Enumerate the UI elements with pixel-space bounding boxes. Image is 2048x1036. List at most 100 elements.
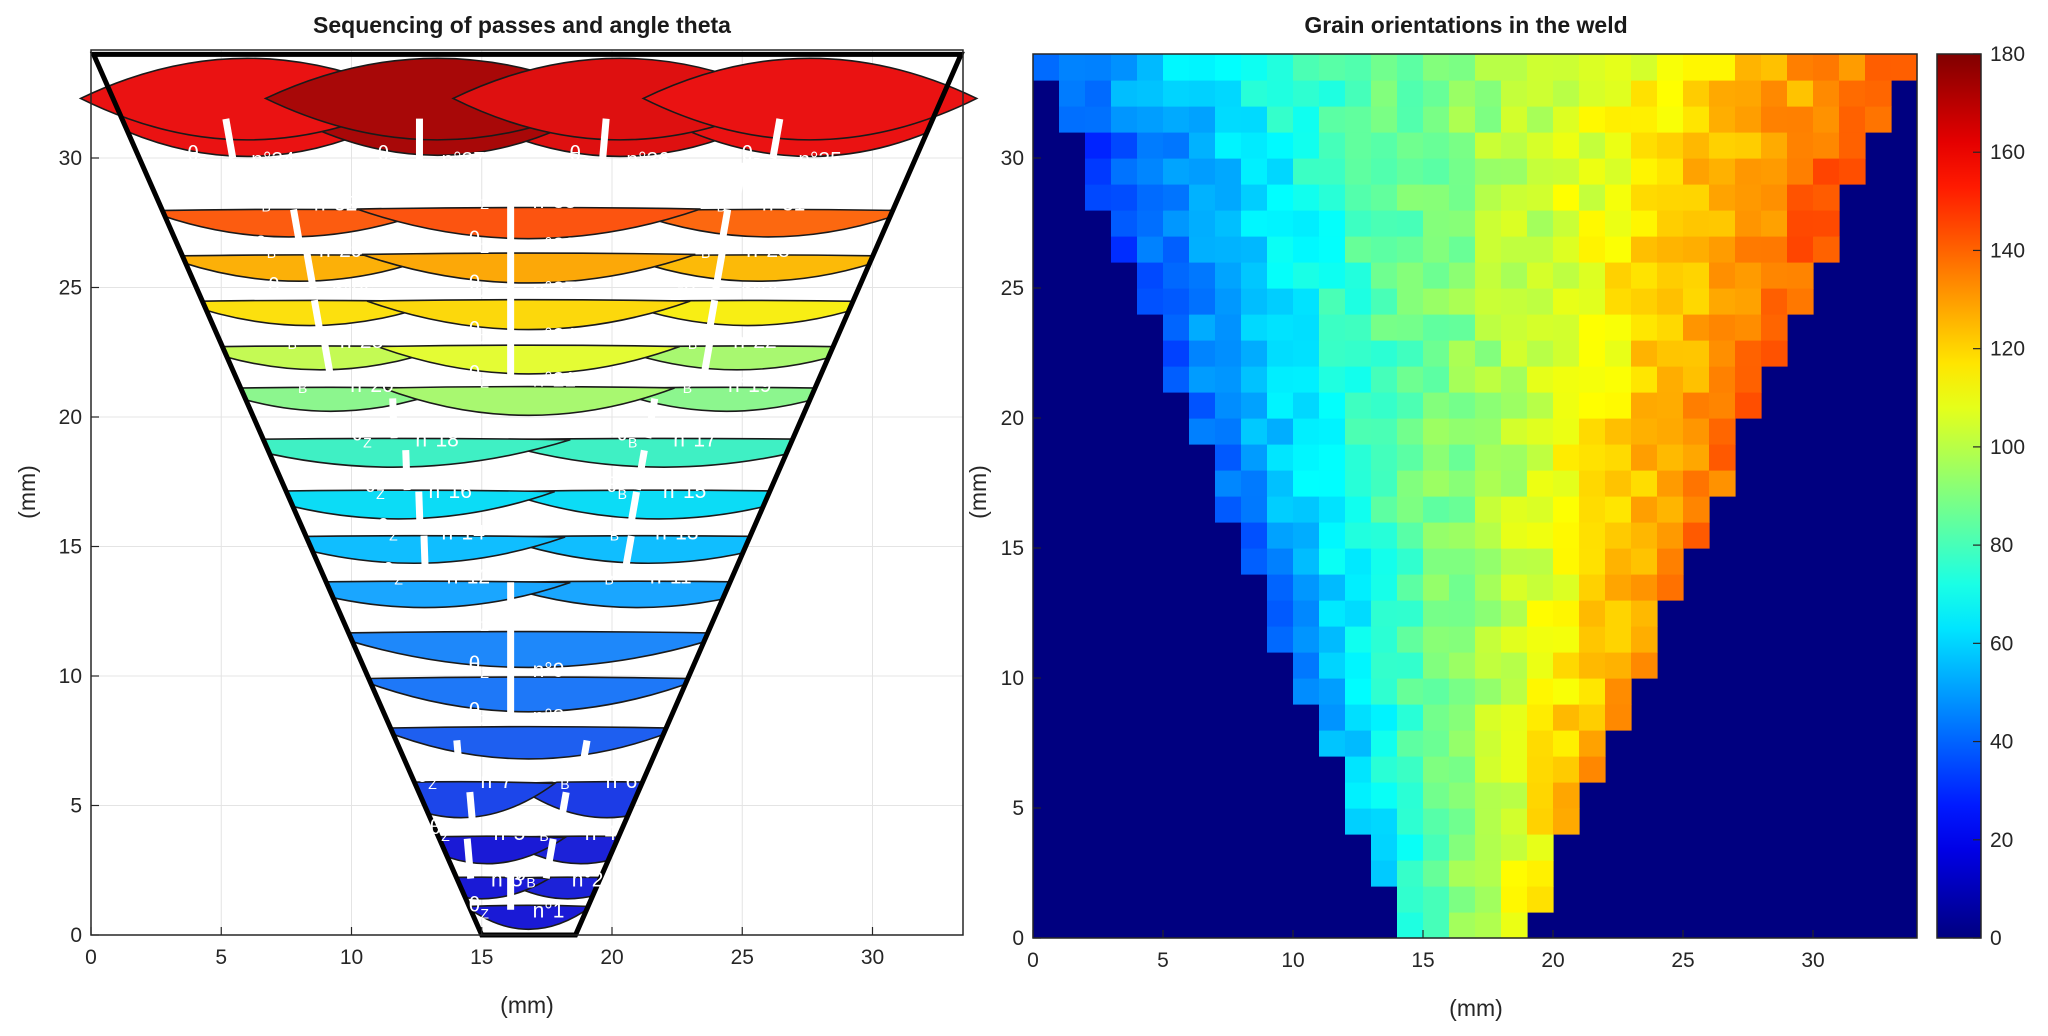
left-y-tick-label: 15 [59, 536, 82, 559]
heatmap-cell [1293, 574, 1320, 601]
heatmap-cell [1163, 314, 1190, 341]
heatmap-cell [1397, 912, 1424, 939]
right-x-tick-label: 15 [1411, 949, 1434, 972]
pass-number-label-24: n°24 [533, 325, 577, 348]
heatmap-cell [1293, 106, 1320, 133]
pass-theta-label-27: θZ [469, 272, 490, 300]
heatmap-cell [1371, 210, 1398, 237]
heatmap-cell [1345, 444, 1372, 471]
heatmap-cell [1449, 236, 1476, 263]
heatmap-cell [1397, 678, 1424, 705]
heatmap-cell [1137, 106, 1164, 133]
heatmap-cell [1397, 600, 1424, 627]
heatmap-cell [1449, 392, 1476, 419]
heatmap-cell [1111, 210, 1138, 237]
heatmap-cell [1787, 54, 1814, 81]
heatmap-cell [1319, 704, 1346, 731]
heatmap-cell [1579, 392, 1606, 419]
heatmap-cell [1449, 886, 1476, 913]
colorbar-tick-label: 80 [1990, 534, 2013, 557]
right-x-tick-label: 30 [1801, 949, 1824, 972]
heatmap-cell [1345, 808, 1372, 835]
pass-theta-label-12: θZ [383, 560, 404, 588]
heatmap-cell [1475, 54, 1502, 81]
heatmap-cell [1397, 262, 1424, 289]
heatmap-cell [1397, 834, 1424, 861]
heatmap-cell [1397, 132, 1424, 159]
orientation-mark-18 [389, 398, 398, 439]
heatmap-cell [1267, 210, 1294, 237]
heatmap-cell [1579, 366, 1606, 393]
heatmap-cell [1215, 80, 1242, 107]
heatmap-cell [1501, 704, 1528, 731]
heatmap-cell [1787, 184, 1814, 211]
heatmap-cell [1527, 470, 1554, 497]
heatmap-cell [1137, 210, 1164, 237]
heatmap-cell [1449, 132, 1476, 159]
heatmap-cell [1579, 106, 1606, 133]
heatmap-cell [1761, 106, 1788, 133]
heatmap-cell [1657, 418, 1684, 445]
heatmap-cell [1553, 756, 1580, 783]
heatmap-cell [1631, 314, 1658, 341]
heatmap-cell [1345, 106, 1372, 133]
heatmap-cell [1553, 496, 1580, 523]
heatmap-cell [1293, 314, 1320, 341]
heatmap-cell [1553, 184, 1580, 211]
pass-number-label-2: n°2 [572, 869, 604, 892]
heatmap-cell [1553, 600, 1580, 627]
right-y-tick-label: 25 [1001, 277, 1024, 300]
pass-number-label-10: n°10 [533, 612, 576, 635]
right-x-tick-label: 5 [1157, 949, 1169, 972]
heatmap-cell [1735, 262, 1762, 289]
orientation-mark-13 [626, 491, 640, 532]
heatmap-cell [1319, 418, 1346, 445]
heatmap-cell [1475, 522, 1502, 549]
pass-theta-label-14: θZ [377, 516, 398, 544]
heatmap-cell [1293, 340, 1320, 367]
colorbar-tick-label: 0 [1990, 927, 2002, 950]
heatmap-cell [1631, 132, 1658, 159]
heatmap-cell [1111, 158, 1138, 185]
heatmap-cell [1397, 574, 1424, 601]
heatmap-cell [1527, 600, 1554, 627]
heatmap-cell [1293, 678, 1320, 705]
heatmap-cell [1579, 158, 1606, 185]
colorbar [1936, 53, 1982, 939]
heatmap-cell [1527, 704, 1554, 731]
heatmap-cell [1527, 288, 1554, 315]
heatmap-cell [1475, 236, 1502, 263]
heatmap-cell [1267, 106, 1294, 133]
heatmap-cell [1397, 496, 1424, 523]
heatmap-cell [1397, 54, 1424, 81]
heatmap-cell [1371, 626, 1398, 653]
heatmap-cell [1189, 54, 1216, 81]
pass-number-label-16: n°16 [428, 480, 471, 503]
heatmap-cell [1189, 262, 1216, 289]
heatmap-cell [1501, 366, 1528, 393]
heatmap-cell [1371, 652, 1398, 679]
heatmap-cell [1735, 288, 1762, 315]
heatmap-cell [1397, 860, 1424, 887]
heatmap-cell [1397, 470, 1424, 497]
pass-number-label-23: n°23 [340, 330, 383, 353]
heatmap-cell [1423, 262, 1450, 289]
heatmap-cell [1423, 444, 1450, 471]
pass-theta-label-9: θZ [469, 653, 490, 681]
heatmap-cell [1319, 366, 1346, 393]
heatmap-cell [1397, 418, 1424, 445]
heatmap-cell [1449, 158, 1476, 185]
pass-theta-label-19: -θB [664, 368, 692, 396]
heatmap-cell [1579, 210, 1606, 237]
heatmap-cell [1345, 522, 1372, 549]
heatmap-cell [1553, 808, 1580, 835]
heatmap-cell [1267, 522, 1294, 549]
right-x-tick-label: 25 [1671, 949, 1694, 972]
heatmap-cell [1319, 496, 1346, 523]
orientation-mark-35 [769, 118, 784, 159]
pass-theta-label-25: -θB [677, 275, 705, 303]
pass-theta-label-3: θZ [427, 863, 448, 891]
left-x-axis-label: (mm) [500, 992, 554, 1018]
heatmap-cell [1189, 132, 1216, 159]
heatmap-cell [1449, 652, 1476, 679]
